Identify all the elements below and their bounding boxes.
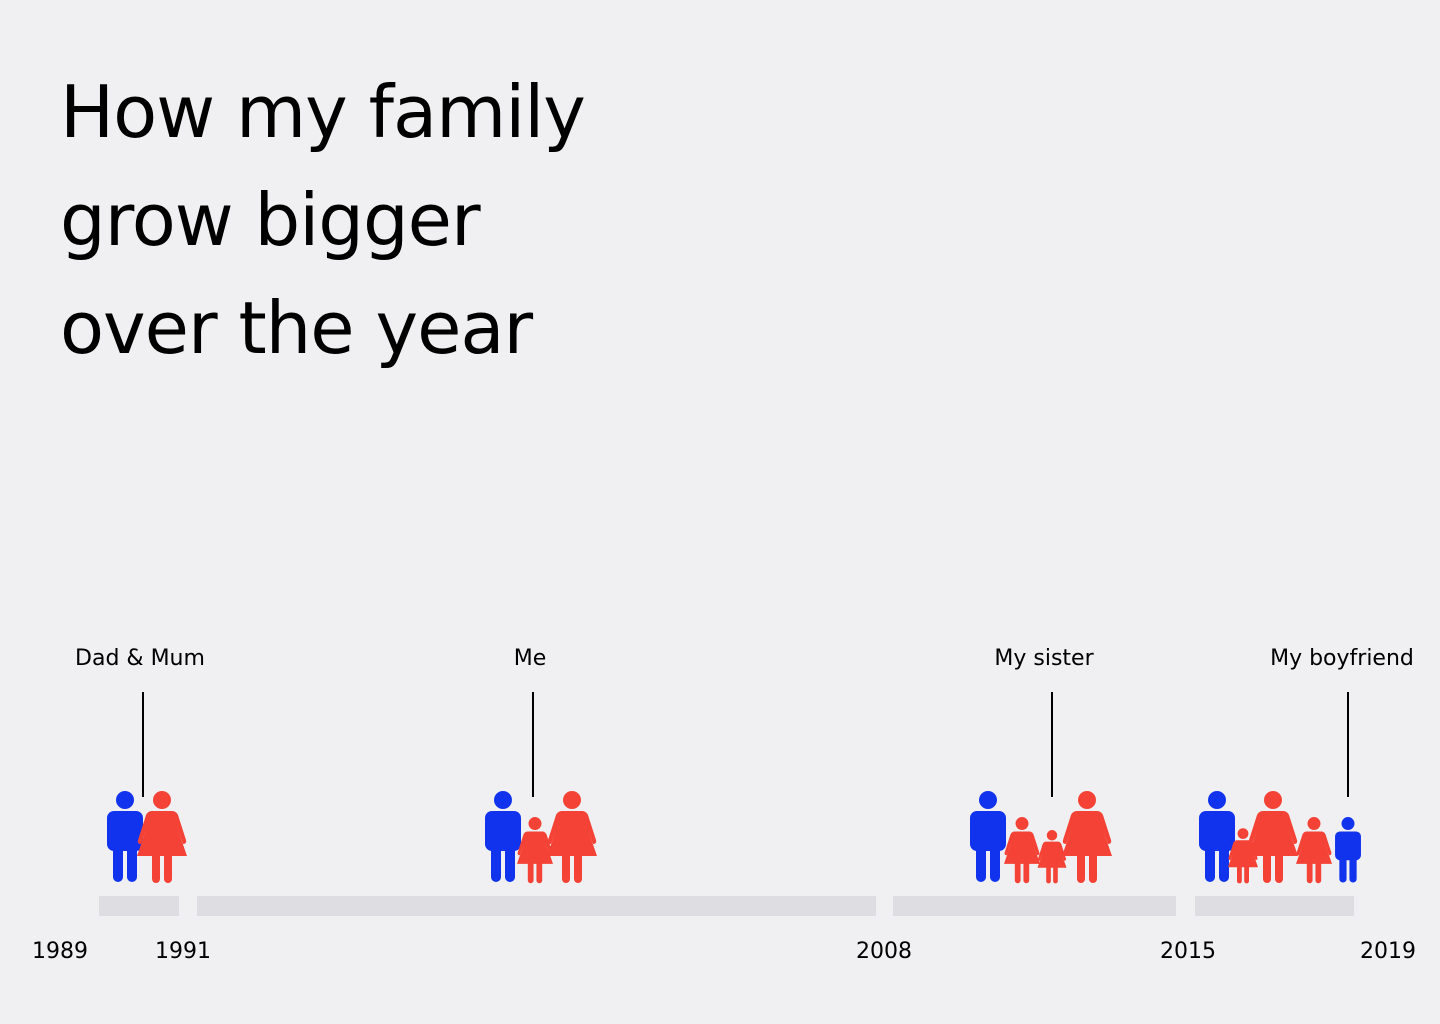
timeline-segment-1 [99,896,179,916]
year-label: 2015 [1160,939,1216,964]
year-label: 2019 [1360,939,1416,964]
event-group: Me [485,646,597,884]
timeline-segment-4 [1195,896,1354,916]
timeline-segment-3 [893,896,1176,916]
event-group: Dad & Mum [75,646,205,883]
timeline-events: Dad & Mum Me My sister My boyfriend [75,646,1414,884]
event-group: My sister [970,646,1112,884]
family-figures [970,791,1112,884]
year-label: 1989 [32,939,88,964]
man-icon [107,791,143,882]
title-line-1: How my family [60,70,586,154]
timeline-segments [99,896,1354,916]
event-group: My boyfriend [1199,646,1414,884]
event-label: My sister [994,646,1094,671]
girl-icon [1296,817,1332,884]
man-icon [970,791,1006,882]
event-label: My boyfriend [1270,646,1414,671]
family-figures [485,791,597,884]
girl-icon [1228,828,1258,884]
woman-icon [1062,791,1112,883]
year-label: 2008 [856,939,912,964]
man-icon [1199,791,1235,882]
boy-icon [1335,817,1361,883]
girl-icon [1004,817,1040,884]
title-line-2: grow bigger [60,178,481,262]
man-icon [485,791,521,882]
woman-icon [547,791,597,883]
year-labels: 1989 1991 2008 2015 2019 [32,939,1416,964]
woman-icon [137,791,187,883]
woman-icon [1248,791,1298,883]
title-line-3: over the year [60,286,533,370]
event-label: Me [514,646,547,671]
event-label: Dad & Mum [75,646,205,671]
family-figures [107,791,187,883]
family-figures [1199,791,1361,884]
timeline-segment-2 [197,896,876,916]
year-label: 1991 [155,939,211,964]
girl-icon [1037,830,1067,884]
girl-icon [517,817,553,884]
